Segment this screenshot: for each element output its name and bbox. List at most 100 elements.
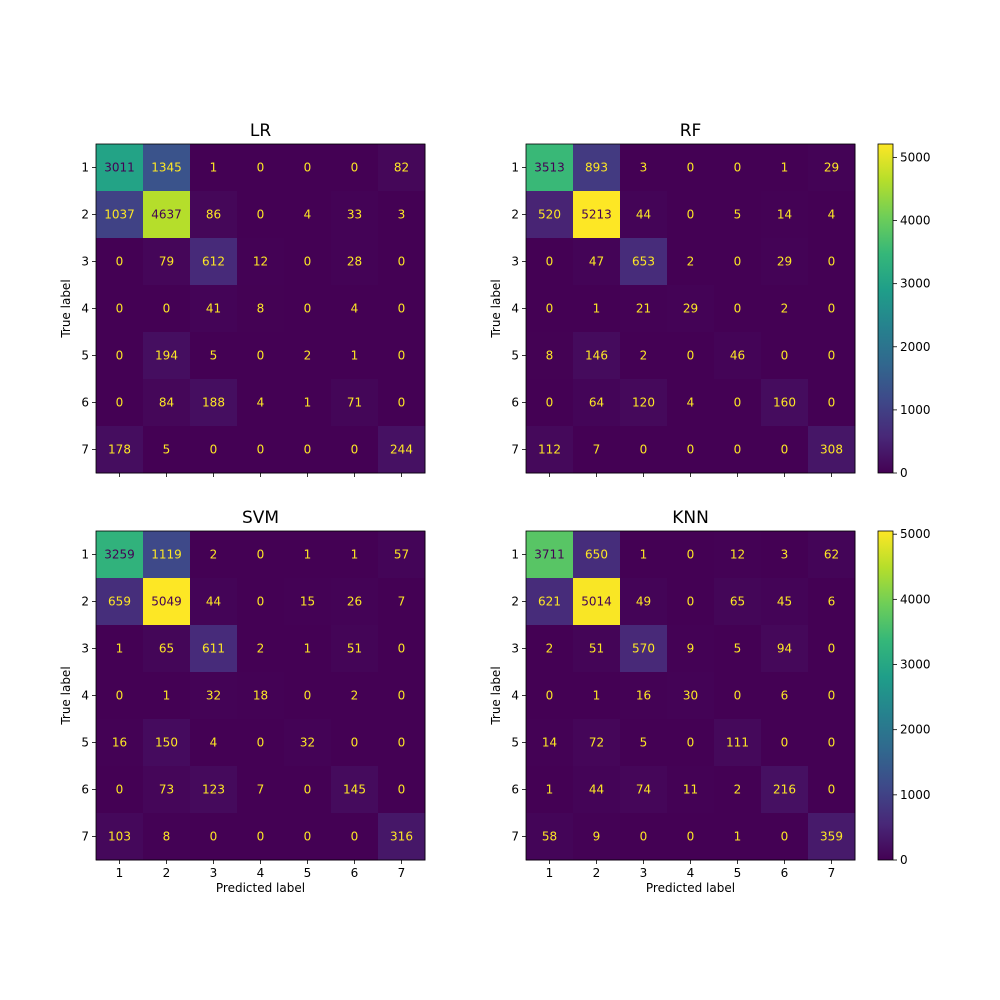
matrix-cell bbox=[143, 578, 191, 626]
cell-value: 47 bbox=[589, 255, 604, 269]
matrix-cell bbox=[378, 191, 426, 239]
cell-value: 9 bbox=[687, 642, 695, 656]
cell-value: 0 bbox=[116, 689, 124, 703]
x-tick-label: 6 bbox=[781, 866, 789, 880]
cell-value: 7 bbox=[398, 595, 406, 609]
matrix-cell bbox=[573, 578, 621, 626]
matrix-cell bbox=[190, 531, 238, 579]
matrix-cell bbox=[378, 238, 426, 286]
matrix-cell bbox=[667, 531, 715, 579]
y-tick-label: 2 bbox=[511, 595, 519, 609]
cell-value: 0 bbox=[734, 443, 742, 457]
cell-value: 145 bbox=[343, 783, 366, 797]
colorbar-gradient bbox=[877, 530, 894, 861]
matrix-cell bbox=[237, 238, 285, 286]
colorbar: 0 1000 2000 3000 4000 5000 bbox=[877, 143, 931, 480]
cell-value: 0 bbox=[257, 830, 265, 844]
cell-value: 3711 bbox=[534, 548, 565, 562]
matrix-cell bbox=[714, 719, 762, 767]
matrix-cell bbox=[143, 625, 191, 673]
matrix-cell bbox=[620, 719, 668, 767]
cell-value: 0 bbox=[687, 443, 695, 457]
cell-value: 9 bbox=[593, 830, 601, 844]
y-tick-label: 5 bbox=[511, 349, 519, 363]
cell-value: 146 bbox=[585, 349, 608, 363]
cell-value: 0 bbox=[828, 349, 836, 363]
cell-value: 65 bbox=[159, 642, 174, 656]
matrix-cell bbox=[96, 766, 144, 814]
cell-value: 1 bbox=[351, 548, 359, 562]
matrix-cell bbox=[620, 144, 668, 192]
colorbar-tick-label: 0 bbox=[900, 853, 908, 867]
matrix-cell bbox=[237, 578, 285, 626]
y-tick-label: 7 bbox=[81, 830, 89, 844]
matrix-cell bbox=[526, 144, 574, 192]
cell-value: 194 bbox=[155, 349, 178, 363]
cell-value: 4 bbox=[687, 396, 695, 410]
matrix-cell bbox=[331, 426, 379, 474]
matrix-cell bbox=[620, 191, 668, 239]
cell-value: 2 bbox=[257, 642, 265, 656]
cell-value: 0 bbox=[398, 642, 406, 656]
matrix-cell bbox=[714, 766, 762, 814]
colorbar-tick-label: 1000 bbox=[900, 403, 931, 417]
colorbar-gradient bbox=[877, 143, 894, 474]
cell-value: 0 bbox=[351, 161, 359, 175]
cell-value: 28 bbox=[347, 255, 362, 269]
matrix-cell bbox=[808, 672, 856, 720]
cell-value: 14 bbox=[542, 736, 557, 750]
cell-value: 120 bbox=[632, 396, 655, 410]
matrix-cell bbox=[573, 285, 621, 333]
matrix-cell bbox=[761, 578, 809, 626]
cell-value: 359 bbox=[820, 830, 843, 844]
cell-value: 0 bbox=[257, 161, 265, 175]
cell-value: 0 bbox=[304, 830, 312, 844]
y-tick-label: 2 bbox=[511, 208, 519, 222]
cell-value: 0 bbox=[781, 830, 789, 844]
cell-value: 0 bbox=[116, 396, 124, 410]
cell-value: 112 bbox=[538, 443, 561, 457]
cell-value: 0 bbox=[398, 689, 406, 703]
y-tick-label: 2 bbox=[81, 208, 89, 222]
matrix-cell bbox=[808, 379, 856, 427]
cell-value: 0 bbox=[687, 548, 695, 562]
colorbar-tick-label: 0 bbox=[900, 466, 908, 480]
matrix-cell bbox=[526, 719, 574, 767]
matrix-cell bbox=[96, 191, 144, 239]
cell-value: 65 bbox=[730, 595, 745, 609]
cell-value: 29 bbox=[683, 302, 698, 316]
cell-value: 1 bbox=[593, 689, 601, 703]
matrix-cell bbox=[190, 426, 238, 474]
matrix-cell bbox=[714, 191, 762, 239]
y-tick-label: 4 bbox=[81, 302, 89, 316]
matrix-cell bbox=[620, 672, 668, 720]
matrix-cell bbox=[378, 766, 426, 814]
matrix-cell bbox=[714, 672, 762, 720]
x-tick-label: 3 bbox=[210, 866, 218, 880]
x-tick-label: 4 bbox=[687, 866, 695, 880]
matrix-cell bbox=[667, 719, 715, 767]
matrix-cell bbox=[190, 625, 238, 673]
cell-value: 2 bbox=[546, 642, 554, 656]
cell-value: 0 bbox=[398, 255, 406, 269]
cell-value: 0 bbox=[640, 443, 648, 457]
y-tick-label: 1 bbox=[81, 548, 89, 562]
matrix-cell bbox=[761, 719, 809, 767]
cell-value: 26 bbox=[347, 595, 362, 609]
matrix-cell bbox=[331, 813, 379, 861]
y-tick-label: 3 bbox=[81, 255, 89, 269]
y-tick-label: 4 bbox=[511, 302, 519, 316]
cell-value: 21 bbox=[636, 302, 651, 316]
matrix-cell bbox=[143, 191, 191, 239]
matrix-cell bbox=[237, 672, 285, 720]
matrix-cell bbox=[526, 625, 574, 673]
cell-value: 659 bbox=[108, 595, 131, 609]
cell-value: 73 bbox=[159, 783, 174, 797]
cell-value: 0 bbox=[687, 208, 695, 222]
cell-value: 1 bbox=[640, 548, 648, 562]
cell-value: 893 bbox=[585, 161, 608, 175]
x-tick-label: 6 bbox=[351, 866, 359, 880]
cell-value: 0 bbox=[828, 302, 836, 316]
